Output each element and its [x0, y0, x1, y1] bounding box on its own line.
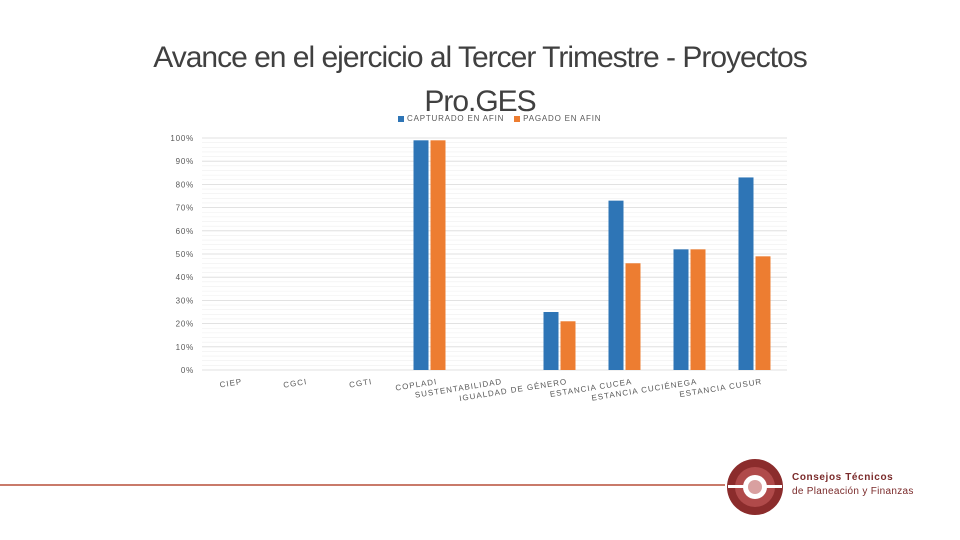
x-tick-label: CGTI [349, 377, 373, 390]
title-line-1: Avance en el ejercicio al Tercer Trimest… [153, 41, 808, 74]
branding-line-1: Consejos Técnicos [792, 472, 894, 483]
footer-divider [0, 484, 725, 486]
bar-capturado [543, 312, 559, 370]
y-tick-label: 80% [176, 180, 194, 189]
legend-swatch-capturado [398, 115, 404, 122]
bar-capturado [413, 140, 429, 370]
legend-item-capturado: CAPTURADO EN AFIN [398, 114, 504, 123]
y-tick-label: 90% [176, 157, 194, 166]
legend-label-capturado: CAPTURADO EN AFIN [407, 114, 505, 123]
bar-pagado [625, 263, 641, 370]
bar-capturado [608, 200, 624, 370]
y-tick-label: 60% [176, 227, 194, 236]
legend-label-pagado: PAGADO EN AFIN [523, 114, 602, 123]
branding-line-2: de Planeación y Finanzas [792, 486, 914, 497]
y-tick-label: 50% [176, 250, 194, 259]
legend-swatch-pagado [514, 115, 521, 122]
y-tick-label: 0% [181, 366, 194, 375]
bar-pagado [755, 256, 771, 370]
y-tick-label: 30% [176, 296, 194, 305]
y-tick-label: 100% [170, 134, 194, 143]
bar-pagado [690, 249, 706, 370]
y-tick-label: 40% [176, 273, 194, 282]
title-line-2: Pro.GES [424, 85, 536, 118]
bar-capturado [673, 249, 689, 370]
y-tick-label: 70% [176, 204, 194, 213]
bar-pagado [430, 140, 446, 370]
x-tick-label: CIEP [219, 377, 243, 389]
bar-capturado [738, 177, 754, 370]
y-tick-label: 10% [176, 343, 194, 352]
page-title: Avance en el ejercicio al Tercer Trimest… [100, 36, 860, 124]
branding-text: Consejos Técnicos de Planeación y Finanz… [792, 472, 914, 497]
consejos-tecnicos-logo-icon [727, 459, 783, 515]
x-tick-label: CGCI [283, 377, 308, 390]
bar-pagado [560, 321, 576, 370]
y-tick-label: 20% [176, 320, 194, 329]
legend-item-pagado: PAGADO EN AFIN [514, 114, 601, 123]
chart-legend: CAPTURADO EN AFIN PAGADO EN AFIN [398, 114, 601, 123]
